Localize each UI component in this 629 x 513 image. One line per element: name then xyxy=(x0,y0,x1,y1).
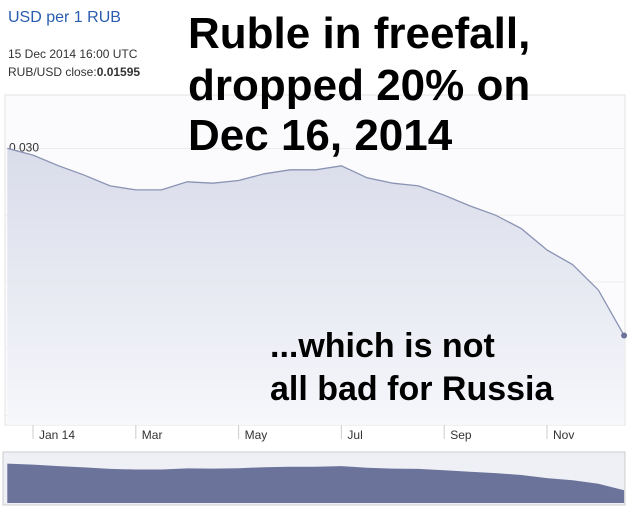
last-point xyxy=(621,332,628,339)
annotation: all bad for Russia xyxy=(270,370,554,408)
line xyxy=(7,147,625,336)
annotation: ...which is not xyxy=(270,327,495,365)
navigator-area xyxy=(7,463,625,503)
close-label: RUB/USD close: xyxy=(8,65,97,79)
close-value: 0.01595 xyxy=(97,65,141,79)
x-tick-label: Jul xyxy=(347,428,362,442)
navigator-plot xyxy=(7,463,625,503)
annotation: Dec 16, 2014 xyxy=(188,111,453,160)
close-line: RUB/USD close:0.01595 xyxy=(8,65,140,79)
chart-header: USD per 1 RUB xyxy=(8,9,121,26)
x-tick-label: Nov xyxy=(553,428,574,442)
plot: 0.0300.0250.0200.0150.010Jan 14MarMayJul… xyxy=(5,141,628,442)
annotation: Ruble in freefall, xyxy=(188,9,530,58)
x-tick-label: Sep xyxy=(450,428,472,442)
area xyxy=(7,148,625,425)
x-tick-label: May xyxy=(245,428,268,442)
timestamp: 15 Dec 2014 16:00 UTC xyxy=(8,47,138,61)
x-tick-label: Jan 14 xyxy=(39,428,75,442)
annotation: dropped 20% on xyxy=(188,61,530,110)
x-tick-label: Mar xyxy=(142,428,163,442)
